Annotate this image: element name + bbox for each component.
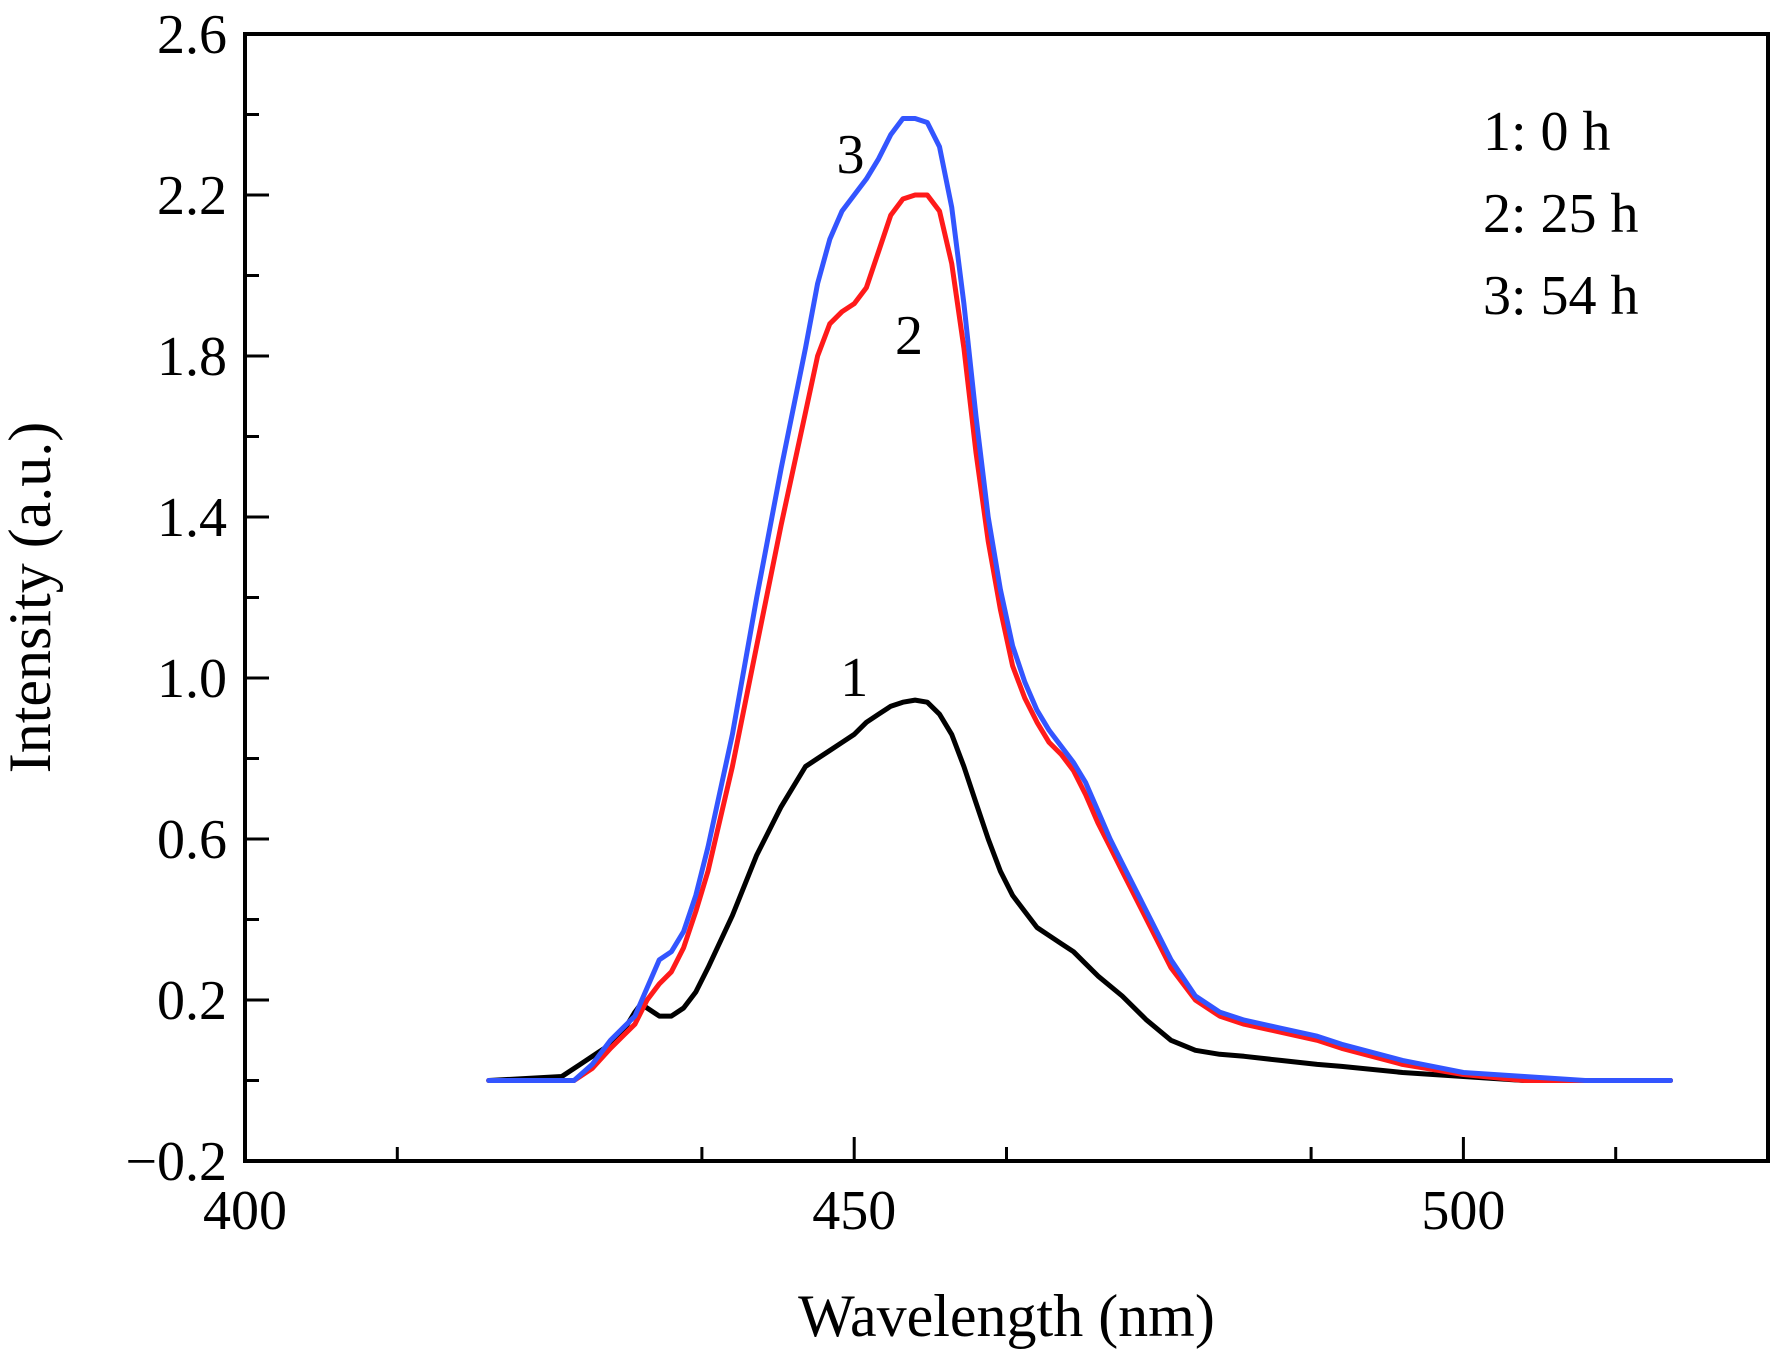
y-tick-label: 1.4 xyxy=(157,487,227,549)
legend-entry: 2: 25 h xyxy=(1483,183,1639,245)
series-2-line xyxy=(486,192,1673,1083)
y-tick-label: 0.6 xyxy=(157,809,227,871)
x-tick-label: 450 xyxy=(812,1180,896,1242)
x-axis: 400 450 500 xyxy=(203,1137,1618,1242)
legend-entry: 1: 0 h xyxy=(1483,101,1611,163)
series-labels: 1 2 3 xyxy=(837,124,923,709)
legend: 1: 0 h 2: 25 h 3: 54 h xyxy=(1483,101,1639,327)
y-tick-label: 0.2 xyxy=(157,970,227,1032)
series-curves xyxy=(486,116,1673,1083)
y-tick-label: 2.2 xyxy=(157,165,227,227)
series-3-line xyxy=(486,116,1673,1083)
y-axis: −0.2 0.2 0.6 1.0 1.4 1.8 2.2 2.6 xyxy=(125,4,269,1193)
y-tick-label: −0.2 xyxy=(125,1131,227,1193)
y-tick-label: 1.8 xyxy=(157,326,227,388)
series-2-label: 2 xyxy=(895,305,923,367)
x-tick-label: 400 xyxy=(203,1180,287,1242)
y-axis-label: Intensity (a.u.) xyxy=(0,422,63,774)
legend-entry: 3: 54 h xyxy=(1483,265,1639,327)
y-tick-label: 2.6 xyxy=(157,4,227,66)
series-3-label: 3 xyxy=(837,124,865,186)
series-1-line xyxy=(486,697,1673,1083)
x-axis-label: Wavelength (nm) xyxy=(798,1283,1215,1349)
series-1-label: 1 xyxy=(840,647,868,709)
y-tick-label: 1.0 xyxy=(157,648,227,710)
x-tick-label: 500 xyxy=(1421,1180,1505,1242)
